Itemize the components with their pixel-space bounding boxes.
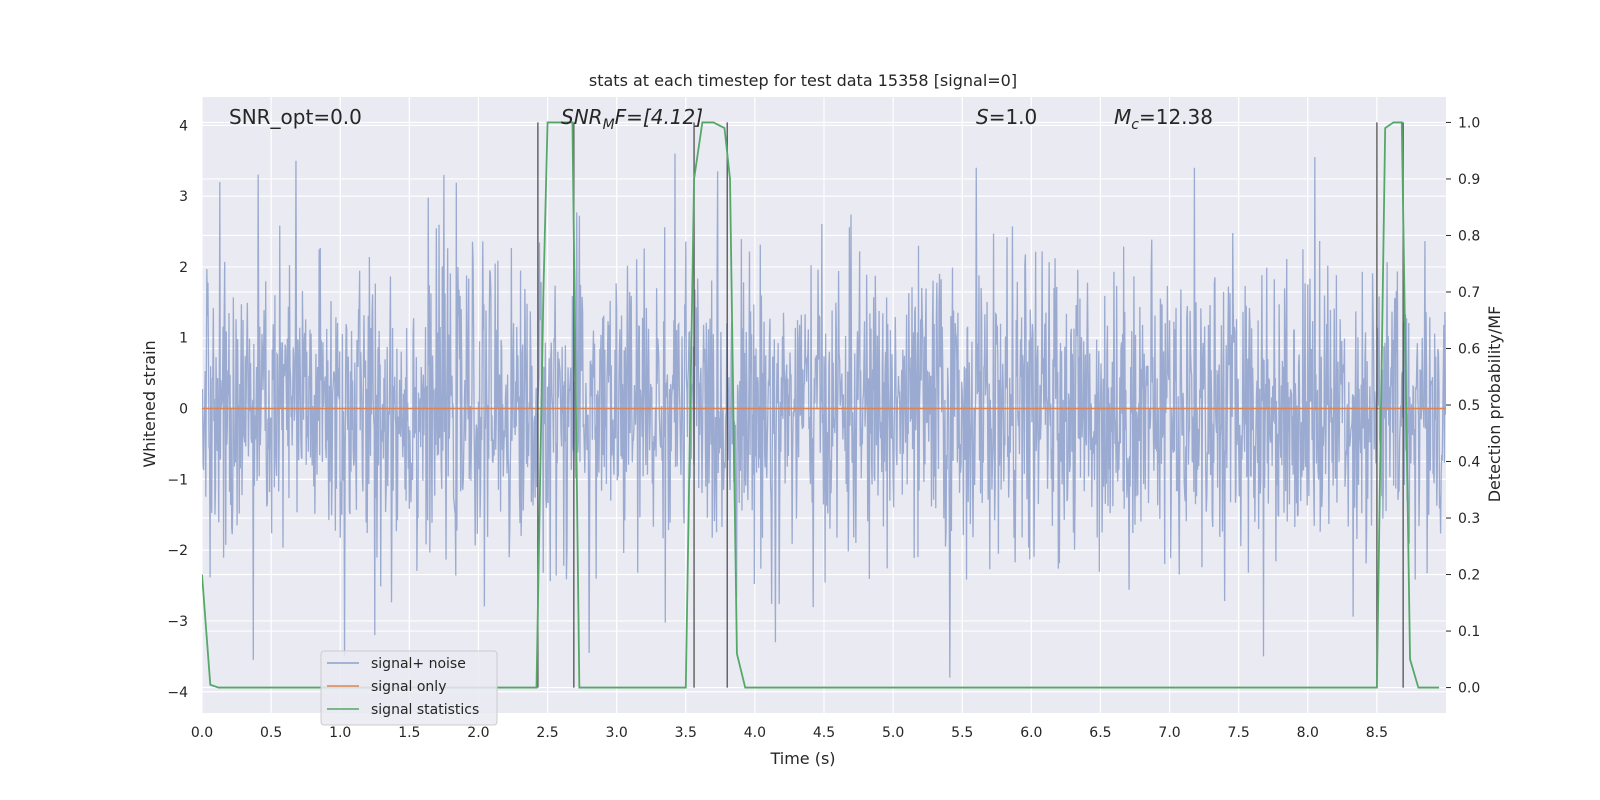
y-right-tick-label: 0.6 — [1458, 341, 1480, 357]
x-tick-label: 5.0 — [882, 725, 904, 741]
legend-label-signal-only: signal only — [371, 679, 446, 695]
mc-subscript: c — [1131, 117, 1139, 133]
x-tick-label: 7.0 — [1158, 725, 1180, 741]
y-right-tick-label: 1.0 — [1458, 115, 1480, 131]
x-tick-label: 3.5 — [675, 725, 697, 741]
y-axis-label: Whitened strain — [140, 340, 159, 467]
legend-label-signal-statistics: signal statistics — [371, 702, 479, 718]
y-tick-label: −3 — [167, 614, 188, 630]
x-tick-label: 1.0 — [329, 725, 351, 741]
y-tick-label: −2 — [167, 543, 188, 559]
x-axis-label: Time (s) — [769, 749, 835, 768]
x-tick-label: 7.5 — [1228, 725, 1250, 741]
x-tick-label: 8.5 — [1366, 725, 1388, 741]
chart-title: stats at each timestep for test data 153… — [589, 71, 1017, 90]
x-tick-labels: 0.0 0.5 1.0 1.5 2.0 2.5 3.0 3.5 4.0 4.5 5.0 5.5 6.0 6… — [191, 725, 1388, 741]
y-right-tick-label: 0.1 — [1458, 624, 1480, 640]
y-right-axis-label: Detection probability/MF — [1485, 306, 1504, 503]
x-tick-label: 0.0 — [191, 725, 213, 741]
y-tick-label: 4 — [179, 118, 188, 134]
snr-mf-suffix: F=[4.12] — [615, 105, 703, 129]
s-label: S — [976, 105, 989, 129]
y-right-tick-label: 0.8 — [1458, 228, 1480, 244]
annotation-mc: Mc=12.38 — [1114, 105, 1213, 133]
signal-statistics-line — [202, 121, 1440, 689]
x-tick-label: 8.0 — [1297, 725, 1319, 741]
y-tick-label: −1 — [167, 472, 188, 488]
annotation-snr-mf: SNRMF=[4.12] — [561, 105, 703, 133]
series-signal-statistics — [202, 121, 1440, 689]
legend-label-signal-plus-noise: signal+ noise — [371, 656, 466, 672]
y-right-tick-label: 0.3 — [1458, 511, 1480, 527]
y-tick-label: 1 — [179, 331, 188, 347]
x-tick-label: 6.0 — [1020, 725, 1042, 741]
snr-mf-subscript: M — [603, 117, 615, 133]
s-value: =1.0 — [989, 105, 1038, 129]
x-tick-label: 3.0 — [606, 725, 628, 741]
x-tick-label: 0.5 — [260, 725, 282, 741]
y-tick-label: 2 — [179, 260, 188, 276]
y-right-tick-label: 0.0 — [1458, 681, 1480, 697]
snr-mf-label: SNR — [561, 105, 603, 129]
x-tick-label: 1.5 — [398, 725, 420, 741]
y-right-tick-label: 0.9 — [1458, 172, 1480, 188]
y-right-tick-label: 0.7 — [1458, 285, 1480, 301]
noise-line — [202, 153, 1446, 678]
y-right-tick-label: 0.5 — [1458, 398, 1480, 414]
y-right-tick-label: 0.2 — [1458, 568, 1480, 584]
y-tick-label: −4 — [167, 685, 188, 701]
y-right-tick-labels: 0.0 0.1 0.2 0.3 0.4 0.5 0.6 0.7 0.8 0.9 1.0 — [1458, 115, 1480, 696]
series-signal-plus-noise — [202, 153, 1446, 678]
x-tick-label: 5.5 — [951, 725, 973, 741]
x-tick-label: 2.5 — [536, 725, 558, 741]
legend-box — [320, 650, 498, 726]
y-right-tick-label: 0.4 — [1458, 455, 1480, 471]
mc-label: M — [1114, 105, 1131, 129]
annotation-s: S=1.0 — [976, 105, 1037, 129]
annotation-snr-opt: SNR_opt=0.0 — [229, 105, 362, 129]
y-tick-label: 0 — [179, 402, 188, 418]
snr-mf-value: F=[4.12] — [615, 105, 703, 129]
x-tick-label: 4.5 — [813, 725, 835, 741]
legend: signal+ noise signal only signal statist… — [320, 650, 498, 726]
x-tick-label: 6.5 — [1089, 725, 1111, 741]
mc-value: =12.38 — [1139, 105, 1213, 129]
x-tick-label: 4.0 — [744, 725, 766, 741]
y-tick-label: 3 — [179, 189, 188, 205]
y-tick-labels: −4 −3 −2 −1 0 1 2 3 4 — [167, 118, 188, 700]
x-tick-label: 2.0 — [467, 725, 489, 741]
